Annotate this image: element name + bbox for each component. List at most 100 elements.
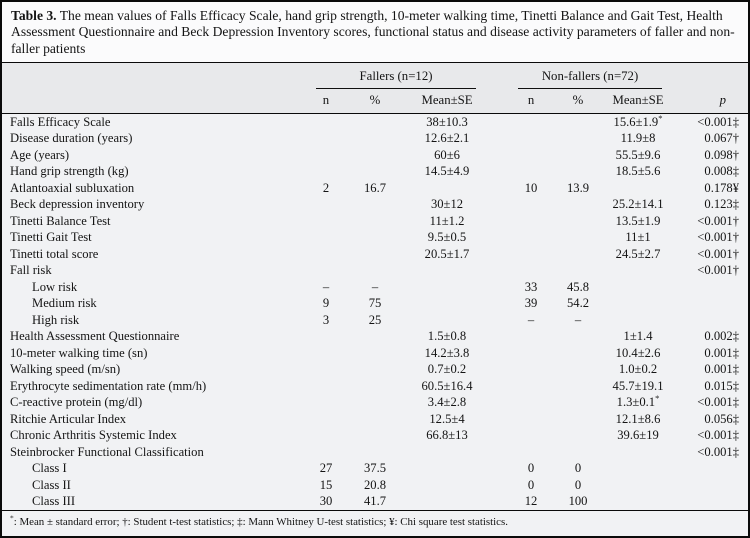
- cell-nonfallers-mean: 12.1±8.6: [615, 411, 661, 426]
- cell-nonfallers-n: [508, 163, 554, 180]
- table-row: Fall risk <0.001†: [2, 262, 748, 279]
- cell-spacer: [494, 130, 508, 147]
- fallers-mean-header: Mean±SE: [421, 93, 473, 108]
- cell-fallers-pct: [350, 246, 400, 263]
- cell-nonfallers-mean: [602, 477, 674, 494]
- cell-p-value: [674, 295, 748, 312]
- cell-nonfallers-n: [508, 411, 554, 428]
- cell-fallers-n: [302, 411, 350, 428]
- cell-nonfallers-pct: [554, 163, 602, 180]
- cell-nonfallers-mean: [602, 295, 674, 312]
- cell-spacer: [494, 229, 508, 246]
- row-label: C-reactive protein (mg/dl): [10, 395, 143, 409]
- table-row: Falls Efficacy Scale 38±10.3 15.6±1.9* <0.0…: [2, 113, 748, 130]
- cell-fallers-mean: [400, 444, 494, 461]
- cell-spacer: [494, 328, 508, 345]
- cell-p-value: [674, 460, 748, 477]
- cell-nonfallers-mean: 18.5±5.6: [615, 164, 661, 178]
- cell-fallers-pct: [350, 130, 400, 147]
- cell-nonfallers-pct: [554, 378, 602, 395]
- cell-fallers-mean: [400, 295, 494, 312]
- cell-fallers-pct: 75: [368, 296, 382, 310]
- cell-nonfallers-mean: 45.7±19.1: [612, 378, 664, 393]
- row-label: Disease duration (years): [10, 131, 133, 145]
- row-label: Age (years): [10, 147, 70, 162]
- cell-nonfallers-n: [508, 246, 554, 263]
- row-label: Falls Efficacy Scale: [10, 114, 111, 129]
- row-label: Medium risk: [32, 296, 97, 310]
- table-row: C-reactive protein (mg/dl) 3.4±2.8 1.3±0.1…: [2, 394, 748, 411]
- cell-fallers-mean: 38±10.3: [426, 114, 468, 129]
- cell-fallers-mean: 66.8±13: [426, 428, 468, 442]
- row-label: Tinetti Gait Test: [10, 230, 92, 244]
- cell-fallers-mean: [400, 262, 494, 279]
- significance-asterisk: *: [655, 394, 660, 403]
- footnote-row: *: Mean ± standard error; †: Student t-t…: [2, 509, 748, 535]
- cell-nonfallers-pct: [554, 213, 602, 230]
- fallers-pct-header: %: [369, 93, 381, 108]
- cell-p-value: 0.056‡: [704, 411, 740, 426]
- cell-p-value: 0.015‡: [704, 378, 740, 393]
- fallers-n-header: n: [322, 93, 330, 108]
- cell-fallers-mean: 14.2±3.8: [424, 345, 470, 360]
- cell-fallers-pct: [350, 229, 400, 246]
- cell-nonfallers-n: [508, 213, 554, 230]
- cell-p-value: 0.001‡: [704, 362, 740, 376]
- cell-nonfallers-pct: [554, 229, 602, 246]
- cell-nonfallers-n: 10: [524, 180, 538, 195]
- cell-fallers-n: [302, 394, 350, 411]
- cell-nonfallers-pct: 100: [568, 494, 588, 508]
- cell-fallers-pct: 37.5: [363, 461, 387, 475]
- cell-fallers-pct: [350, 361, 400, 378]
- cell-fallers-mean: 9.5±0.5: [427, 230, 467, 244]
- cell-fallers-n: [302, 229, 350, 246]
- cell-nonfallers-n: [508, 262, 554, 279]
- cell-fallers-mean: 12.5±4: [429, 411, 465, 426]
- table-title-text: The mean values of Falls Efficacy Scale,…: [11, 8, 735, 56]
- cell-fallers-n: [302, 262, 350, 279]
- cell-fallers-n: [302, 163, 350, 180]
- cell-spacer: [494, 147, 508, 164]
- cell-nonfallers-n: [508, 229, 554, 246]
- cell-fallers-n: [302, 113, 350, 130]
- table-row: Class I 27 37.5 0 0: [2, 460, 748, 477]
- cell-spacer: [494, 163, 508, 180]
- cell-fallers-n: 27: [319, 461, 333, 475]
- cell-spacer: [494, 180, 508, 197]
- cell-nonfallers-mean: 1±1.4: [623, 329, 653, 343]
- cell-nonfallers-n: –: [527, 312, 535, 327]
- spacer-subheader-cell: [494, 89, 508, 113]
- group-header-row: Fallers (n=12) Non-fallers (n=72): [2, 63, 748, 89]
- table-row: Class III 30 41.7 12 100: [2, 493, 748, 510]
- cell-fallers-n: [302, 328, 350, 345]
- cell-nonfallers-mean: [602, 493, 674, 510]
- cell-nonfallers-mean: 11±1: [625, 230, 651, 244]
- row-label: Walking speed (m/sn): [10, 362, 121, 376]
- table-row: Steinbrocker Functional Classification <0…: [2, 444, 748, 461]
- nonfallers-pct-header: %: [572, 93, 584, 108]
- cell-spacer: [494, 411, 508, 428]
- cell-spacer: [494, 246, 508, 263]
- cell-nonfallers-pct: [554, 345, 602, 362]
- table-row: Walking speed (m/sn) 0.7±0.2 1.0±0.2 0.001‡: [2, 361, 748, 378]
- cell-fallers-n: [302, 246, 350, 263]
- cell-fallers-pct: [350, 147, 400, 164]
- cell-nonfallers-n: 0: [527, 477, 535, 492]
- cell-p-value: <0.001†: [697, 263, 740, 277]
- cell-fallers-n: 2: [322, 180, 330, 195]
- cell-nonfallers-pct: [554, 147, 602, 164]
- cell-nonfallers-pct: 13.9: [566, 180, 590, 195]
- row-label: Class I: [32, 461, 67, 475]
- table-header: Fallers (n=12) Non-fallers (n=72) n % Me…: [2, 63, 748, 113]
- cell-fallers-mean: [400, 493, 494, 510]
- row-label: Low risk: [32, 279, 78, 294]
- table-row: Medium risk 9 75 39 54.2: [2, 295, 748, 312]
- p-group-header-cell: [674, 63, 748, 89]
- table-title-number: Table 3.: [11, 8, 57, 23]
- cell-fallers-pct: 41.7: [363, 494, 387, 508]
- cell-fallers-pct: 16.7: [363, 180, 387, 195]
- cell-fallers-mean: 14.5±4.9: [424, 164, 470, 178]
- cell-fallers-pct: [350, 213, 400, 230]
- cell-nonfallers-n: [508, 345, 554, 362]
